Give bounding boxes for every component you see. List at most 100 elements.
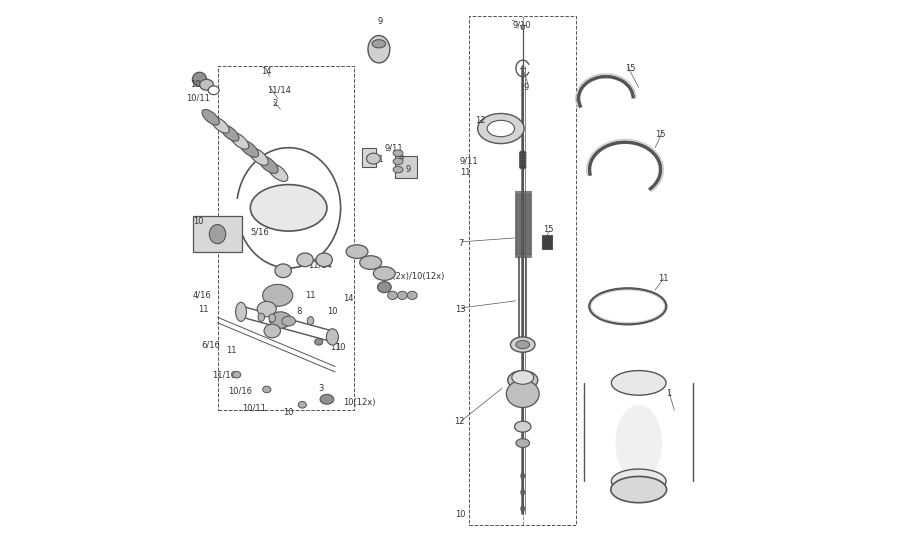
Bar bbox=[515, 191, 531, 257]
Text: 11: 11 bbox=[305, 291, 316, 300]
Ellipse shape bbox=[202, 109, 220, 125]
Ellipse shape bbox=[248, 148, 268, 165]
Ellipse shape bbox=[360, 256, 382, 269]
Text: 11/16: 11/16 bbox=[212, 370, 236, 379]
Text: 11: 11 bbox=[226, 346, 236, 354]
Ellipse shape bbox=[327, 329, 338, 345]
Text: 9/10: 9/10 bbox=[513, 20, 532, 29]
Ellipse shape bbox=[377, 282, 392, 293]
Ellipse shape bbox=[236, 302, 247, 321]
Ellipse shape bbox=[519, 154, 526, 158]
Text: 10/11: 10/11 bbox=[242, 403, 266, 412]
Bar bbox=[542, 235, 552, 249]
Ellipse shape bbox=[297, 253, 313, 266]
Ellipse shape bbox=[519, 165, 526, 169]
Ellipse shape bbox=[521, 506, 525, 511]
Ellipse shape bbox=[611, 469, 666, 493]
Text: 4/16: 4/16 bbox=[193, 291, 212, 300]
Ellipse shape bbox=[507, 380, 539, 408]
Text: 9/11: 9/11 bbox=[384, 143, 403, 152]
Text: 11/14: 11/14 bbox=[266, 86, 291, 95]
Ellipse shape bbox=[590, 289, 666, 324]
Text: 12: 12 bbox=[454, 417, 465, 426]
Text: 6/16: 6/16 bbox=[201, 340, 220, 349]
Ellipse shape bbox=[250, 185, 327, 231]
Text: 11: 11 bbox=[460, 168, 471, 177]
Ellipse shape bbox=[519, 162, 526, 166]
Ellipse shape bbox=[257, 301, 276, 317]
Text: 14: 14 bbox=[261, 67, 272, 75]
Text: 13: 13 bbox=[455, 305, 466, 313]
Ellipse shape bbox=[374, 267, 395, 280]
Ellipse shape bbox=[239, 140, 258, 157]
Ellipse shape bbox=[263, 284, 293, 306]
Text: 10: 10 bbox=[335, 343, 346, 352]
Text: 15: 15 bbox=[625, 64, 635, 73]
Text: 15: 15 bbox=[543, 225, 553, 234]
Text: 1: 1 bbox=[666, 389, 671, 398]
Bar bbox=[469, 16, 576, 525]
Text: 10: 10 bbox=[190, 80, 201, 89]
Text: 10: 10 bbox=[193, 217, 203, 226]
Circle shape bbox=[193, 72, 207, 86]
Text: 12: 12 bbox=[474, 116, 485, 125]
Ellipse shape bbox=[408, 291, 418, 300]
Ellipse shape bbox=[258, 155, 278, 173]
Ellipse shape bbox=[368, 36, 390, 63]
Text: 14: 14 bbox=[343, 294, 354, 302]
Ellipse shape bbox=[315, 339, 323, 345]
Ellipse shape bbox=[232, 371, 241, 378]
Text: 9/11: 9/11 bbox=[460, 157, 479, 166]
Ellipse shape bbox=[200, 79, 213, 90]
Ellipse shape bbox=[388, 291, 398, 300]
Text: 10/11: 10/11 bbox=[186, 94, 211, 103]
Bar bbox=[193, 216, 242, 252]
Text: 3: 3 bbox=[319, 384, 324, 393]
Ellipse shape bbox=[208, 86, 220, 95]
Ellipse shape bbox=[487, 120, 515, 137]
Text: 5/16: 5/16 bbox=[250, 228, 269, 237]
Text: 2: 2 bbox=[272, 100, 277, 108]
Ellipse shape bbox=[275, 264, 292, 277]
Ellipse shape bbox=[230, 132, 248, 149]
Ellipse shape bbox=[393, 166, 403, 173]
Ellipse shape bbox=[516, 439, 529, 447]
Text: 7: 7 bbox=[458, 239, 464, 248]
Bar bbox=[395, 156, 418, 178]
Ellipse shape bbox=[519, 151, 526, 155]
Ellipse shape bbox=[515, 421, 531, 432]
Text: 9(2x)/10(12x): 9(2x)/10(12x) bbox=[387, 272, 445, 281]
Text: 10(12x): 10(12x) bbox=[343, 398, 376, 406]
Ellipse shape bbox=[616, 405, 662, 481]
Ellipse shape bbox=[282, 316, 295, 326]
Ellipse shape bbox=[269, 312, 292, 328]
Ellipse shape bbox=[521, 25, 525, 30]
Text: 9: 9 bbox=[378, 18, 383, 26]
Ellipse shape bbox=[393, 158, 403, 165]
Ellipse shape bbox=[298, 401, 306, 408]
Ellipse shape bbox=[516, 340, 529, 349]
Text: 11/14: 11/14 bbox=[308, 261, 332, 270]
Ellipse shape bbox=[220, 125, 238, 141]
Ellipse shape bbox=[508, 371, 538, 389]
Text: 10: 10 bbox=[455, 510, 466, 519]
Ellipse shape bbox=[320, 394, 334, 404]
Text: 10: 10 bbox=[284, 409, 293, 417]
Text: 10: 10 bbox=[327, 307, 338, 316]
Text: 11: 11 bbox=[329, 343, 340, 352]
Ellipse shape bbox=[269, 314, 275, 322]
Ellipse shape bbox=[346, 245, 368, 258]
Text: 10/16: 10/16 bbox=[229, 387, 253, 395]
Ellipse shape bbox=[512, 371, 534, 384]
Ellipse shape bbox=[611, 371, 666, 395]
Text: 11: 11 bbox=[198, 305, 209, 313]
Ellipse shape bbox=[478, 114, 524, 144]
Ellipse shape bbox=[591, 290, 665, 323]
Text: 9: 9 bbox=[398, 154, 403, 163]
Ellipse shape bbox=[372, 39, 386, 48]
Ellipse shape bbox=[264, 324, 281, 337]
Ellipse shape bbox=[307, 317, 314, 325]
Ellipse shape bbox=[366, 153, 381, 164]
Ellipse shape bbox=[398, 291, 408, 300]
Ellipse shape bbox=[263, 386, 271, 393]
